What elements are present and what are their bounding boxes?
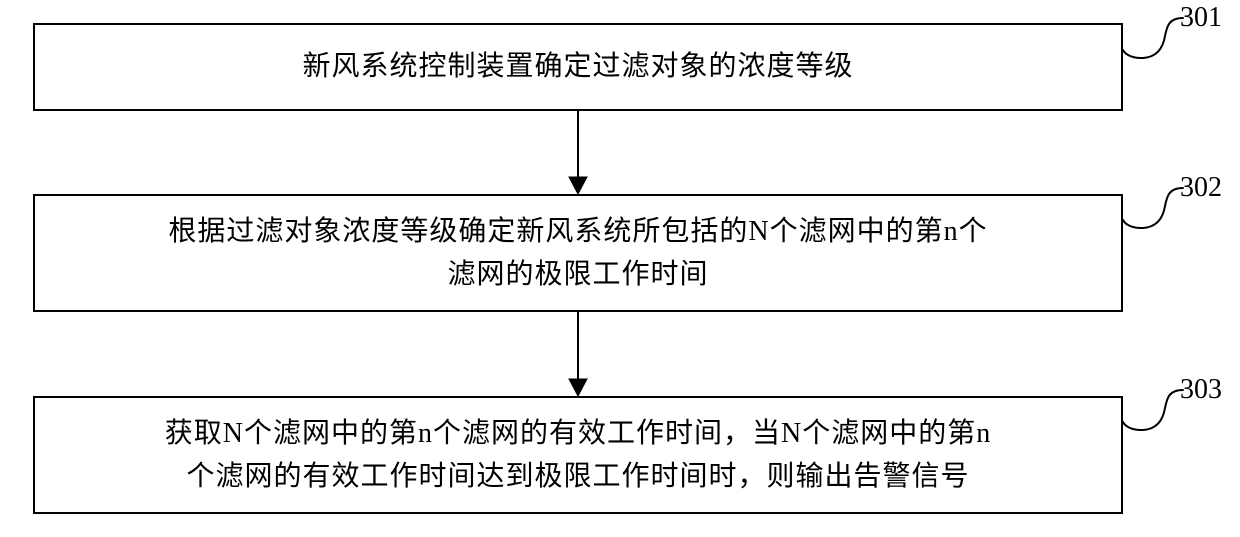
- step-label-label-301: 301: [1180, 2, 1222, 34]
- flow-node-step-303: 获取N个滤网中的第n个滤网的有效工作时间，当N个滤网中的第n 个滤网的有效工作时…: [33, 396, 1123, 514]
- callout-connector: [1123, 12, 1185, 68]
- callout-connector: [1123, 384, 1185, 440]
- flow-node-step-301: 新风系统控制装置确定过滤对象的浓度等级: [33, 23, 1123, 111]
- step-label-label-303: 303: [1180, 374, 1222, 406]
- flow-node-text: 获取N个滤网中的第n个滤网的有效工作时间，当N个滤网中的第n 个滤网的有效工作时…: [35, 412, 1121, 499]
- callout-connector: [1123, 182, 1185, 238]
- flow-arrow: [560, 312, 596, 396]
- flow-node-text: 根据过滤对象浓度等级确定新风系统所包括的N个滤网中的第n个 滤网的极限工作时间: [35, 210, 1121, 297]
- flow-node-text: 新风系统控制装置确定过滤对象的浓度等级: [35, 45, 1121, 88]
- flow-node-step-302: 根据过滤对象浓度等级确定新风系统所包括的N个滤网中的第n个 滤网的极限工作时间: [33, 194, 1123, 312]
- flow-arrow: [560, 111, 596, 194]
- flowchart-canvas: 新风系统控制装置确定过滤对象的浓度等级根据过滤对象浓度等级确定新风系统所包括的N…: [0, 0, 1240, 537]
- step-label-label-302: 302: [1180, 172, 1222, 204]
